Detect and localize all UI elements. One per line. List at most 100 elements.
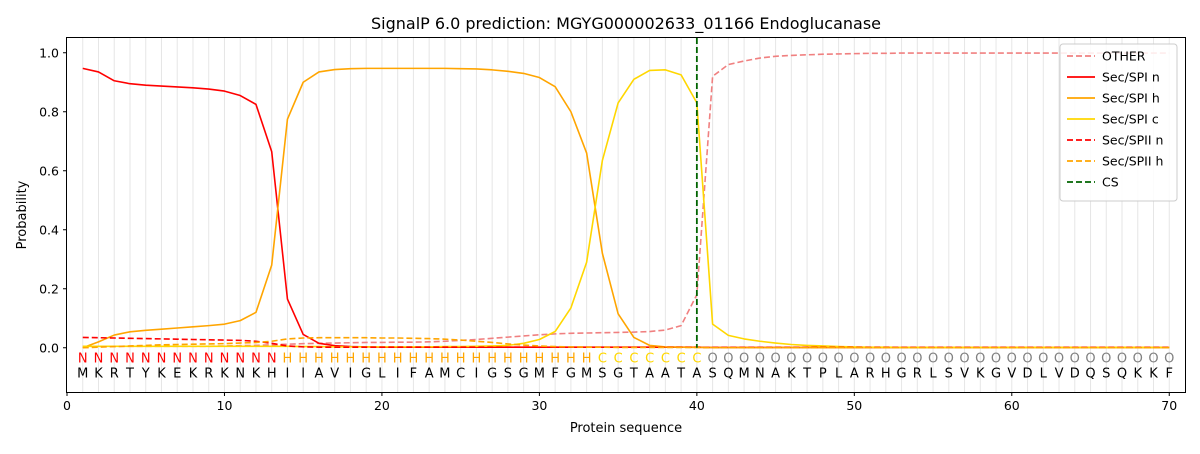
- residue-label: K: [220, 366, 229, 381]
- legend-label: Sec/SPII h: [1102, 154, 1163, 169]
- residue-label: G: [613, 366, 623, 381]
- residue-label: A: [850, 366, 859, 381]
- region-label: O: [770, 352, 780, 367]
- residue-label: S: [504, 366, 512, 381]
- y-tick-label: 0.2: [39, 281, 59, 296]
- region-label: H: [487, 352, 497, 367]
- region-label: H: [298, 352, 308, 367]
- residue-label: K: [157, 366, 166, 381]
- residue-label: M: [77, 366, 88, 381]
- region-label: O: [991, 352, 1001, 367]
- legend-label: Sec/SPI n: [1102, 70, 1160, 85]
- residue-label: G: [519, 366, 529, 381]
- residue-label: V: [1007, 366, 1016, 381]
- residue-label: M: [581, 366, 592, 381]
- residue-label: A: [661, 366, 670, 381]
- residue-label: L: [835, 366, 843, 381]
- residue-label: R: [913, 366, 922, 381]
- region-label: H: [566, 352, 576, 367]
- residue-label: Y: [141, 366, 150, 381]
- x-tick-label: 60: [1004, 398, 1020, 413]
- y-tick-label: 0.6: [39, 163, 59, 178]
- residue-label: M: [534, 366, 545, 381]
- region-label: O: [1054, 352, 1064, 367]
- region-label: N: [157, 352, 167, 367]
- residue-label: F: [1166, 366, 1173, 381]
- residue-label: H: [881, 366, 891, 381]
- residue-label: H: [267, 366, 277, 381]
- region-label: N: [141, 352, 151, 367]
- region-label: O: [755, 352, 765, 367]
- residue-label: A: [645, 366, 654, 381]
- residue-label: G: [566, 366, 576, 381]
- y-tick-label: 0.0: [39, 340, 59, 355]
- residue-label: K: [976, 366, 985, 381]
- residue-label: I: [301, 366, 305, 381]
- residue-label: V: [1055, 366, 1064, 381]
- region-label: H: [440, 352, 450, 367]
- region-label: O: [912, 352, 922, 367]
- legend: OTHER Sec/SPI n Sec/SPI h Sec/SPI c Sec/SPII…: [1059, 43, 1178, 202]
- y-tick-label: 1.0: [39, 45, 59, 60]
- region-label: H: [519, 352, 529, 367]
- residue-label: T: [802, 366, 811, 381]
- region-label: H: [409, 352, 419, 367]
- x-axis-ticks: 0 10 20 30 40 50 60 70: [63, 392, 1177, 413]
- x-tick-label: 50: [846, 398, 862, 413]
- residue-label: D: [1070, 366, 1080, 381]
- x-tick-label: 0: [63, 398, 71, 413]
- residue-label: N: [235, 366, 245, 381]
- residue-label: V: [330, 366, 339, 381]
- legend-label: Sec/SPI c: [1102, 112, 1159, 127]
- series-line: [82, 67, 1170, 349]
- region-label: O: [1007, 352, 1017, 367]
- region-label: O: [881, 352, 891, 367]
- region-label: O: [707, 352, 717, 367]
- residue-label: R: [204, 366, 213, 381]
- series-line: [82, 67, 1170, 349]
- x-tick-label: 20: [374, 398, 390, 413]
- series-line: [82, 69, 1170, 349]
- residue-label: K: [252, 366, 261, 381]
- residue-label: L: [929, 366, 937, 381]
- region-label: N: [109, 352, 119, 367]
- residue-label: G: [361, 366, 371, 381]
- y-tick-label: 0.8: [39, 104, 59, 119]
- region-label: O: [849, 352, 859, 367]
- region-label: H: [283, 352, 293, 367]
- y-axis-ticks: 0.0 0.2 0.4 0.6 0.8 1.0: [39, 45, 67, 355]
- sequence-labels: NMNKNRNTNYNKNENKNRNKNNNKNHHIHIHAHVHIHGHL…: [77, 352, 1174, 382]
- x-tick-label: 40: [689, 398, 705, 413]
- residue-label: G: [991, 366, 1001, 381]
- region-label: N: [78, 352, 88, 367]
- x-tick-label: 10: [217, 398, 233, 413]
- residue-label: S: [708, 366, 716, 381]
- region-label: O: [1038, 352, 1048, 367]
- region-label: H: [346, 352, 356, 367]
- residue-label: R: [866, 366, 875, 381]
- residue-label: N: [755, 366, 765, 381]
- region-label: H: [393, 352, 403, 367]
- residue-label: S: [1102, 366, 1110, 381]
- residue-label: K: [189, 366, 198, 381]
- residue-label: G: [487, 366, 497, 381]
- residue-label: Q: [1117, 366, 1127, 381]
- region-label: O: [833, 352, 843, 367]
- x-tick-label: 30: [531, 398, 547, 413]
- y-axis-label: Probability: [15, 180, 30, 249]
- residue-label: T: [629, 366, 638, 381]
- region-label: H: [472, 352, 482, 367]
- y-tick-label: 0.4: [39, 222, 59, 237]
- residue-label: G: [897, 366, 907, 381]
- region-label: N: [94, 352, 104, 367]
- region-label: C: [677, 352, 686, 367]
- region-label: H: [361, 352, 371, 367]
- legend-label: Sec/SPII n: [1102, 133, 1163, 148]
- residue-label: Q: [1085, 366, 1095, 381]
- residue-label: D: [1023, 366, 1033, 381]
- region-label: C: [598, 352, 607, 367]
- region-label: O: [1117, 352, 1127, 367]
- residue-label: A: [314, 366, 323, 381]
- region-label: O: [818, 352, 828, 367]
